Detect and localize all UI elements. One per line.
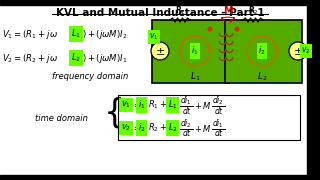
Text: $L_1$: $L_1$ [190,71,200,83]
Text: R$_1$: R$_1$ [175,4,185,17]
Text: $i_2$: $i_2$ [138,122,146,134]
Circle shape [151,42,169,60]
Text: $\{$: $\{$ [103,95,123,130]
Text: $)+(j\omega M)I_1$: $)+(j\omega M)I_1$ [82,51,128,64]
Text: $=$: $=$ [132,123,142,132]
Text: $L_2$: $L_2$ [168,122,178,134]
Bar [0,0,320,5]
Text: $\pm$: $\pm$ [293,46,303,57]
Text: $di_1$: $di_1$ [212,118,224,130]
Text: $L_1$: $L_1$ [71,28,81,40]
Text: $V_2=(R_2+j\omega$: $V_2=(R_2+j\omega$ [2,51,58,64]
Text: M: M [223,6,233,16]
Text: $+\,M$: $+\,M$ [194,123,212,134]
Text: $\pm$: $\pm$ [155,46,165,57]
Text: time domain: time domain [35,114,88,123]
Text: $L_2$: $L_2$ [257,71,267,83]
Text: $di_2$: $di_2$ [180,118,192,130]
Text: frequency domain: frequency domain [52,71,128,80]
Text: $di_2$: $di_2$ [212,95,224,107]
FancyBboxPatch shape [118,95,300,140]
Text: $i_1$: $i_1$ [191,45,199,57]
Bar [307,0,320,180]
Text: $di_1$: $di_1$ [180,95,192,107]
Text: $L_2$: $L_2$ [71,52,81,64]
Text: $dt$: $dt$ [182,127,192,138]
Text: $V_1=(R_1+j\omega$: $V_1=(R_1+j\omega$ [2,28,58,40]
Text: $dt$: $dt$ [214,127,224,138]
Text: $v_1$: $v_1$ [121,100,131,110]
FancyBboxPatch shape [152,20,229,83]
Bar [0,175,320,180]
Text: $R_2+$: $R_2+$ [148,122,167,134]
FancyBboxPatch shape [225,20,302,83]
Text: $)+(j\omega M)I_2$: $)+(j\omega M)I_2$ [82,28,128,40]
Text: $=$: $=$ [132,100,142,109]
Text: $v_2$: $v_2$ [301,46,311,56]
Text: $v_2$: $v_2$ [121,123,131,133]
Text: $i_1$: $i_1$ [138,99,146,111]
Text: $L_1$: $L_1$ [168,99,178,111]
Text: KVL and Mutual Inductance - Part 1: KVL and Mutual Inductance - Part 1 [56,8,264,18]
Text: $v_1$: $v_1$ [149,32,159,42]
Text: $dt$: $dt$ [214,105,224,116]
Text: $dt$: $dt$ [182,105,192,116]
Circle shape [235,27,239,31]
Text: $i_2$: $i_2$ [258,45,266,57]
Circle shape [289,42,307,60]
Circle shape [208,27,212,31]
Text: $R_1+$: $R_1+$ [148,99,167,111]
Text: $+\,M$: $+\,M$ [194,100,212,111]
Text: R$_2$: R$_2$ [248,4,259,17]
